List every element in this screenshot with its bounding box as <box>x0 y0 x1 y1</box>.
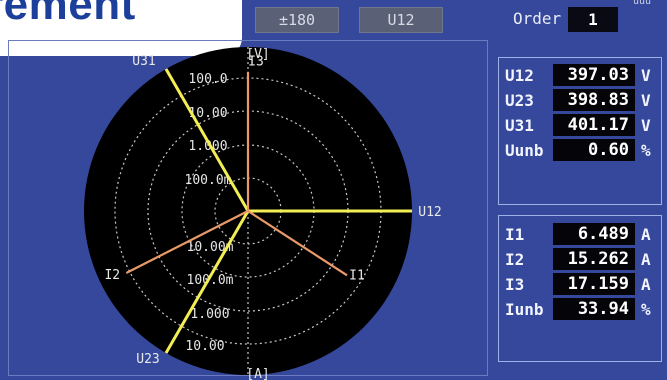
axis-top-label: [V] <box>246 47 269 62</box>
current-row-value: 6.489 <box>553 223 635 245</box>
voltage-scale-4: 100.0m <box>185 173 232 188</box>
voltage-row-u31: U31 401.17 V <box>499 114 661 138</box>
voltage-row-label: U31 <box>505 116 534 135</box>
current-scale-4: 10.00 <box>185 339 224 354</box>
axis-bottom-label: [A] <box>246 367 269 380</box>
voltage-row-value: 0.60 <box>553 139 635 161</box>
voltage-row-value: 398.83 <box>553 89 635 111</box>
vector-label-i2: I2 <box>104 268 120 283</box>
current-row-value: 15.262 <box>553 248 635 270</box>
voltage-row-unit: V <box>641 116 651 135</box>
current-row-i1: I1 6.489 A <box>499 223 661 247</box>
vector-i2 <box>125 210 249 274</box>
voltage-scale-2: 10.00 <box>188 106 227 121</box>
voltage-row-u23: U23 398.83 V <box>499 89 661 113</box>
range-indicator[interactable]: ±180 <box>255 7 339 33</box>
vector-u31 <box>164 68 250 212</box>
current-row-value: 17.159 <box>553 273 635 295</box>
order-label: Order <box>513 9 562 28</box>
vector-layer: U12 U23 U31 I1 I2 I3 <box>104 54 441 367</box>
current-row-i3: I3 17.159 A <box>499 273 661 297</box>
vector-i1 <box>247 210 348 277</box>
current-row-value: 33.94 <box>553 298 635 320</box>
current-row-unit: % <box>641 300 651 319</box>
vector-label-u23: U23 <box>136 352 159 367</box>
voltage-row-value: 401.17 <box>553 114 635 136</box>
vector-label-u12: U12 <box>418 205 441 220</box>
title-tab: rement <box>0 0 242 56</box>
voltage-panel: U12 397.03 V U23 398.83 V U31 401.17 V U… <box>498 57 662 205</box>
vector-label-i1: I1 <box>349 268 365 283</box>
voltage-scale-3: 1.000 <box>188 139 227 154</box>
scope-panel <box>8 40 488 376</box>
voltage-row-uunb: Uunb 0.60 % <box>499 139 661 163</box>
voltage-row-unit: V <box>641 91 651 110</box>
range-label: ±180 <box>278 11 316 29</box>
current-row-i2: I2 15.262 A <box>499 248 661 272</box>
current-scale-2: 100.0m <box>187 273 234 288</box>
channel-indicator[interactable]: U12 <box>359 7 443 33</box>
voltage-row-unit: V <box>641 66 651 85</box>
current-row-unit: A <box>641 225 651 244</box>
voltage-row-unit: % <box>641 141 651 160</box>
current-row-unit: A <box>641 250 651 269</box>
current-row-iunb: Iunb 33.94 % <box>499 298 661 322</box>
voltage-row-label: U12 <box>505 66 534 85</box>
vector-label-u31: U31 <box>132 54 155 69</box>
corner-fragment: uuu <box>633 0 652 7</box>
voltage-scale-1: 100.0 <box>188 72 227 87</box>
voltage-row-label: Uunb <box>505 141 544 160</box>
current-row-label: I2 <box>505 250 525 269</box>
current-row-label: I3 <box>505 275 525 294</box>
voltage-row-u12: U12 397.03 V <box>499 64 661 88</box>
current-row-label: I1 <box>505 225 525 244</box>
current-row-unit: A <box>641 275 651 294</box>
current-scale-3: 1.000 <box>190 307 229 322</box>
current-scale-1: 10.00m <box>187 240 234 255</box>
voltage-row-label: U23 <box>505 91 534 110</box>
current-row-label: Iunb <box>505 300 544 319</box>
channel-label: U12 <box>387 11 415 29</box>
vector-label-i3: I3 <box>248 55 264 70</box>
vector-u23 <box>164 210 250 354</box>
current-panel: I1 6.489 A I2 15.262 A I3 17.159 A Iunb … <box>498 215 662 362</box>
order-value[interactable]: 1 <box>568 7 618 32</box>
voltage-row-value: 397.03 <box>553 64 635 86</box>
title-text: rement <box>0 0 136 29</box>
